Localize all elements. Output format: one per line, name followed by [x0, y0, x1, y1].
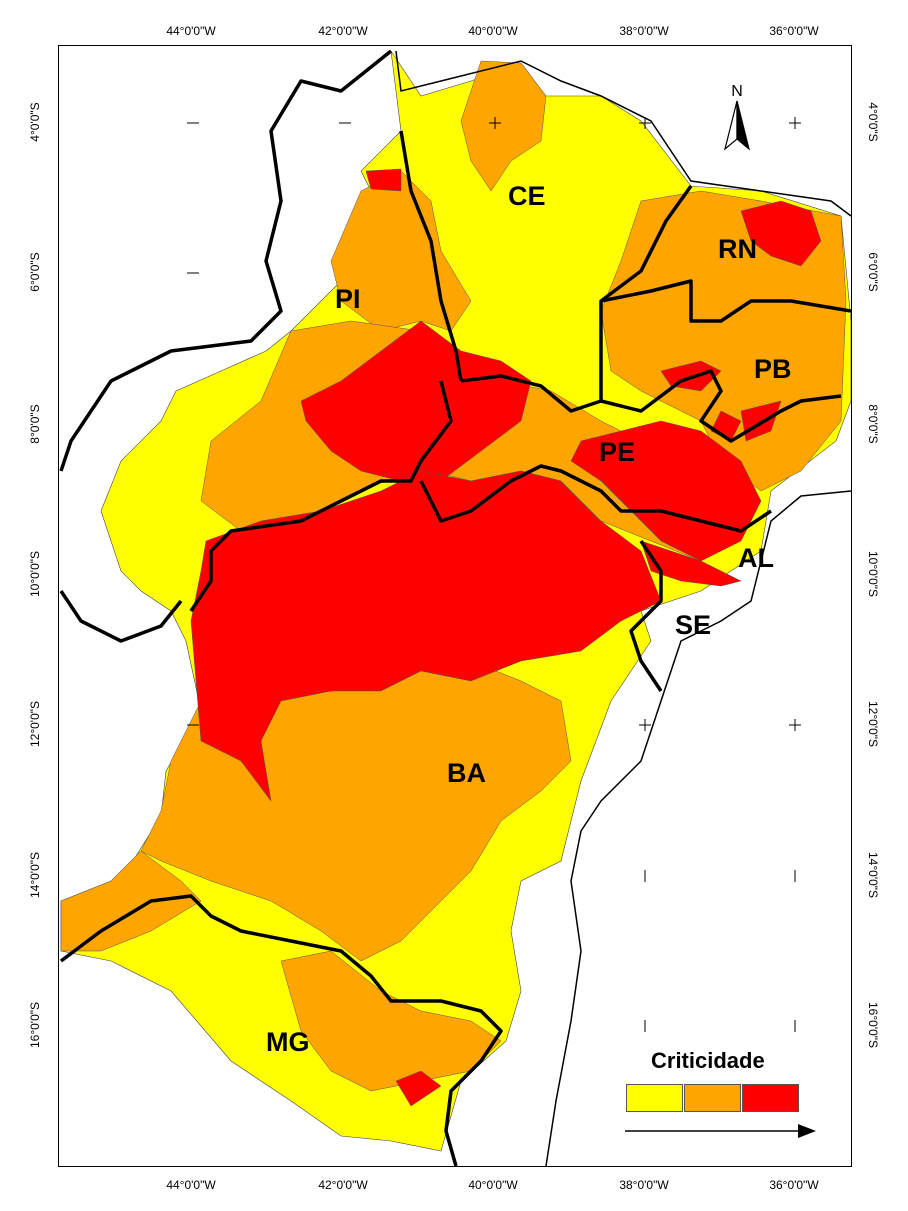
state-label-se: SE: [675, 610, 711, 640]
lon-tick-label: 40°0'0"W: [468, 24, 518, 38]
lat-tick-label: 14°0'0"S: [28, 851, 42, 899]
lat-tick-label: 10°0'0"S: [866, 550, 880, 598]
state-borders: [59, 49, 851, 1166]
state-label-pe: PE: [599, 437, 635, 467]
lon-tick-label: 38°0'0"W: [619, 24, 669, 38]
lon-tick-label: 42°0'0"W: [318, 24, 368, 38]
lat-tick-label: 8°0'0"S: [28, 404, 42, 444]
state-label-pb: PB: [754, 354, 792, 384]
north-arrow-icon: N: [723, 83, 751, 151]
lat-tick-label: 6°0'0"S: [866, 252, 880, 292]
legend-title: Criticidade: [651, 1048, 765, 1073]
lat-tick-label: 4°0'0"S: [28, 102, 42, 142]
lat-tick-label: 8°0'0"S: [866, 404, 880, 444]
lat-tick-label: 14°0'0"S: [866, 851, 880, 899]
lon-tick-label: 42°0'0"W: [318, 1178, 368, 1192]
map-canvas: N CE RN PI PB PE AL SE BA MG: [59, 49, 851, 1166]
lat-tick-label: 4°0'0"S: [866, 102, 880, 142]
legend-arrow: [625, 1124, 816, 1138]
lat-tick-label: 10°0'0"S: [28, 550, 42, 598]
state-label-mg: MG: [266, 1027, 310, 1057]
state-label-ce: CE: [508, 181, 546, 211]
coastline-upper: [395, 50, 851, 217]
map-frame[interactable]: N CE RN PI PB PE AL SE BA MG: [58, 45, 852, 1167]
graticule-crosses: [187, 117, 801, 1032]
lat-tick-label: 12°0'0"S: [28, 700, 42, 748]
legend-swatch-high: [742, 1084, 799, 1112]
coastline: [545, 490, 851, 1166]
lat-tick-label: 16°0'0"S: [28, 1001, 42, 1049]
legend-swatch-medium: [684, 1084, 741, 1112]
lon-tick-label: 40°0'0"W: [468, 1178, 518, 1192]
state-label-ba: BA: [447, 758, 486, 788]
lat-tick-label: 6°0'0"S: [28, 252, 42, 292]
legend-swatch-low: [626, 1084, 683, 1112]
lon-tick-label: 36°0'0"W: [769, 24, 819, 38]
lat-tick-label: 16°0'0"S: [866, 1001, 880, 1049]
high-criticality-zones: [190, 168, 822, 1107]
lat-tick-label: 12°0'0"S: [866, 700, 880, 748]
state-label-pi: PI: [335, 284, 361, 314]
state-label-rn: RN: [718, 234, 757, 264]
state-label-al: AL: [738, 543, 774, 573]
lon-tick-label: 44°0'0"W: [166, 24, 216, 38]
lon-tick-label: 44°0'0"W: [166, 1178, 216, 1192]
lon-tick-label: 36°0'0"W: [769, 1178, 819, 1192]
lon-tick-label: 38°0'0"W: [619, 1178, 669, 1192]
north-arrow-label: N: [731, 83, 743, 100]
